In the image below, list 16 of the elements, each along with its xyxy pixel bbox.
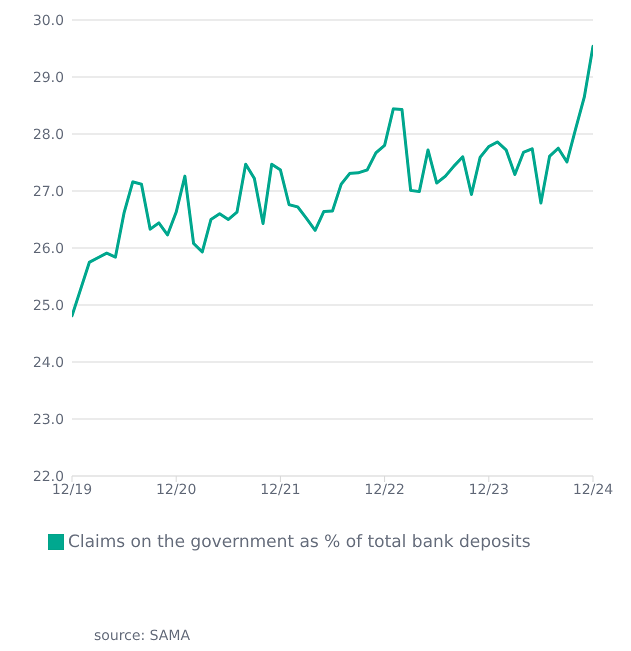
y-tick-label: 29.0	[32, 70, 64, 86]
y-tick-label: 28.0	[32, 126, 64, 143]
legend-label: Claims on the government as % of total bank deposits	[68, 532, 531, 552]
y-tick-label: 27.0	[32, 184, 64, 200]
y-tick-label: 25.0	[32, 298, 64, 314]
line-series	[72, 44, 593, 318]
y-tick-label: 26.0	[32, 240, 64, 257]
x-tick-label: 12/23	[468, 482, 509, 498]
x-tick-label: 12/20	[156, 482, 196, 498]
x-tick-label: 12/21	[260, 482, 301, 498]
source-note: source: SAMA	[94, 628, 192, 644]
y-tick-label: 23.0	[32, 412, 64, 428]
x-tick-label: 12/22	[364, 482, 405, 498]
x-tick-label: 12/24	[572, 482, 614, 498]
y-tick-label: 24.0	[32, 354, 64, 371]
y-tick-label: 30.0	[32, 12, 64, 29]
